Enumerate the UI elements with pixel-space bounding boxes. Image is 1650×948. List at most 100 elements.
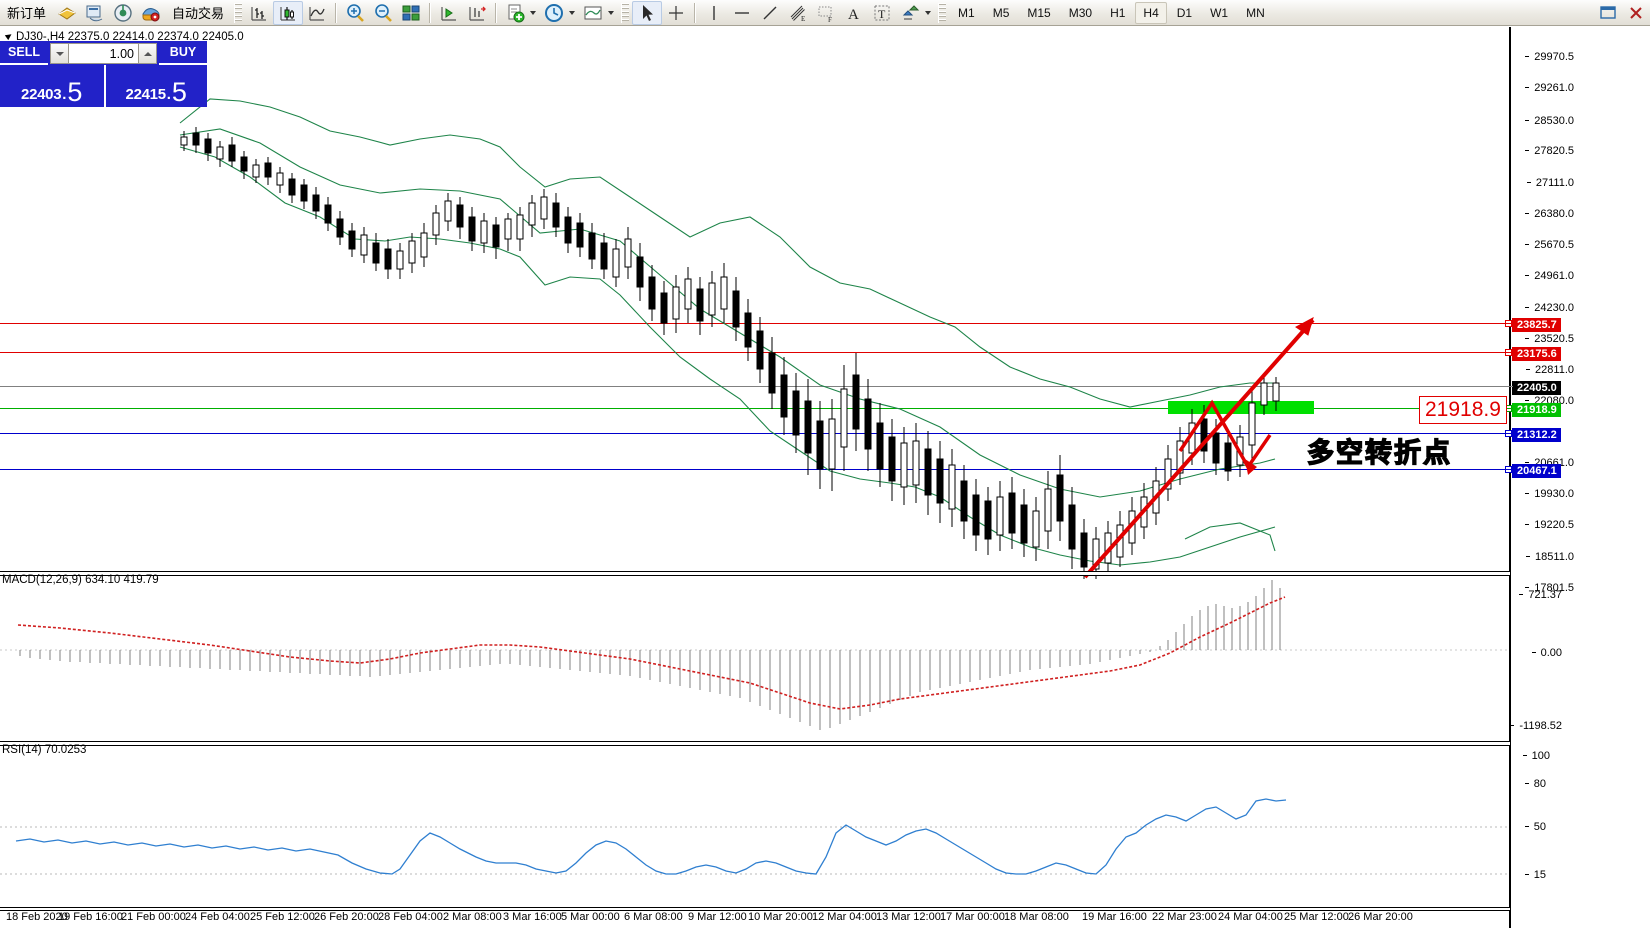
line-chart-icon[interactable] xyxy=(303,1,331,25)
timeframe-mn[interactable]: MN xyxy=(1246,5,1265,20)
zigzag-marker xyxy=(1245,459,1257,475)
toolbar-new-order-button[interactable]: 新订单 xyxy=(0,1,53,25)
time-tick: 24 Mar 04:00 xyxy=(1218,911,1283,923)
macd-histogram xyxy=(19,580,1281,730)
macd-axis: 721.37 0.00 -1198.52 xyxy=(1510,575,1650,740)
support-line-21312[interactable] xyxy=(0,433,1513,434)
price-label-support-2[interactable]: 20467.1 xyxy=(1505,464,1561,478)
buy-price-separator: . xyxy=(166,86,171,103)
price-label-last-price[interactable]: 22405.0 xyxy=(1512,381,1561,395)
price-label-text: 22405.0 xyxy=(1517,382,1557,394)
price-tick: 23520.5 xyxy=(1525,333,1574,345)
objects-icon[interactable] xyxy=(896,1,924,25)
text-icon[interactable]: A xyxy=(840,1,868,25)
templates-icon[interactable] xyxy=(579,1,607,25)
tile-windows-icon[interactable] xyxy=(397,1,425,25)
toolbar-divider-2 xyxy=(429,2,432,23)
toolbar-divider-1 xyxy=(335,2,338,23)
period-icon[interactable] xyxy=(540,1,568,25)
macd-tick: -1198.52 xyxy=(1510,720,1562,732)
chart-canvas[interactable]: DJ30-,H4 22375.0 22414.0 22374.0 22405.0… xyxy=(0,27,1650,948)
candlestick-chart-icon[interactable] xyxy=(273,0,304,25)
timeframe-d1[interactable]: D1 xyxy=(1176,5,1193,20)
navigator-icon[interactable] xyxy=(109,1,137,25)
add-indicator-icon[interactable] xyxy=(501,1,529,25)
sell-price-separator: . xyxy=(62,86,67,103)
moving-average-line xyxy=(179,128,1276,498)
candlestick-series xyxy=(180,127,1280,579)
data-window-icon[interactable] xyxy=(81,1,109,25)
one-click-trading-panel[interactable]: SELL 1.00 BUY 22403 . 5 22415 . 5 xyxy=(0,41,207,107)
fibonacci-icon[interactable]: E xyxy=(784,1,812,25)
time-tick: 24 Feb 04:00 xyxy=(185,911,250,923)
time-axis-separator xyxy=(0,907,1510,911)
crosshair-icon[interactable] xyxy=(662,1,690,25)
sell-price[interactable]: 22403 . 5 xyxy=(0,65,104,107)
macd-chart-svg xyxy=(0,580,1510,730)
chart-shift-icon[interactable] xyxy=(463,1,491,25)
pivot-line-21918[interactable] xyxy=(0,408,1513,409)
timeframe-h1[interactable]: H1 xyxy=(1110,5,1126,20)
svg-text:F: F xyxy=(828,16,832,24)
price-label-text: 23825.7 xyxy=(1517,319,1557,331)
scroll-end-icon[interactable] xyxy=(435,1,463,25)
toolbar-grip-drawing[interactable] xyxy=(621,2,630,23)
maximize-icon[interactable] xyxy=(1594,1,1622,25)
rsi-chart-svg xyxy=(0,798,1510,875)
timeframe-w1[interactable]: W1 xyxy=(1210,5,1229,20)
price-label-resistance-2[interactable]: 23175.6 xyxy=(1505,347,1561,361)
close-icon[interactable] xyxy=(1622,1,1650,25)
main-toolbar: 新订单 自动交易 xyxy=(0,0,1650,26)
volume-input[interactable]: 1.00 xyxy=(69,43,138,64)
templates-dropdown-icon[interactable] xyxy=(608,10,615,15)
volume-stepper[interactable]: 1.00 xyxy=(50,43,157,64)
toolbar-grip-charts[interactable] xyxy=(234,2,243,23)
sell-button[interactable]: SELL xyxy=(0,41,48,65)
timeframe-m15[interactable]: M15 xyxy=(1027,5,1051,20)
text-box-icon[interactable]: T xyxy=(868,1,896,25)
buy-button[interactable]: BUY xyxy=(159,41,207,65)
price-label-text: 23175.6 xyxy=(1517,348,1557,360)
price-axis[interactable]: 29970.5 29261.0 28530.0 27820.5 27111.0 … xyxy=(1505,27,1650,928)
toolbar-autotrading-button[interactable]: 自动交易 xyxy=(165,1,231,25)
timeframe-m30[interactable]: M30 xyxy=(1068,5,1093,20)
svg-text:A: A xyxy=(848,7,859,23)
buy-price-integer: 22415 xyxy=(125,86,167,103)
add-indicator-dropdown-icon[interactable] xyxy=(530,10,537,15)
trendline-icon[interactable] xyxy=(756,1,784,25)
volume-decrease-button[interactable] xyxy=(50,43,69,64)
volume-increase-button[interactable] xyxy=(138,43,157,64)
timeframe-m5[interactable]: M5 xyxy=(992,5,1010,20)
zoom-in-icon[interactable] xyxy=(341,1,369,25)
objects-dropdown-icon[interactable] xyxy=(925,10,932,15)
price-label-support-1[interactable]: 21312.2 xyxy=(1505,428,1561,442)
time-tick: 17 Mar 00:00 xyxy=(940,911,1005,923)
bar-chart-icon[interactable] xyxy=(245,1,273,25)
turning-point-annotation: 多空转折点 xyxy=(1306,437,1452,469)
price-label-resistance-1[interactable]: 23825.7 xyxy=(1505,318,1561,332)
timeframe-h4[interactable]: H4 xyxy=(1135,1,1167,24)
time-tick: 19 Feb 16:00 xyxy=(58,911,123,923)
toolbar-grip-periods[interactable] xyxy=(938,2,947,23)
cursor-icon[interactable] xyxy=(632,0,663,25)
rsi-tick: 80 xyxy=(1524,778,1546,790)
level-tag-21918[interactable]: 21918.9 xyxy=(1419,396,1507,424)
up-trend-arrow-head xyxy=(1295,317,1314,336)
buy-price[interactable]: 22415 . 5 xyxy=(103,65,208,107)
period-dropdown-icon[interactable] xyxy=(569,10,576,15)
horizontal-line-icon[interactable] xyxy=(728,1,756,25)
resistance-line-23825[interactable] xyxy=(0,323,1513,324)
zoom-out-icon[interactable] xyxy=(369,1,397,25)
text-label-icon[interactable]: F xyxy=(812,1,840,25)
time-axis[interactable]: 18 Feb 2020 19 Feb 16:00 21 Feb 00:00 24… xyxy=(0,911,1510,929)
vertical-line-icon[interactable] xyxy=(700,1,728,25)
timeframe-m1[interactable]: M1 xyxy=(958,5,975,20)
time-tick: 25 Mar 12:00 xyxy=(1284,911,1349,923)
autotrading-icon[interactable] xyxy=(137,1,165,25)
support-line-20467[interactable] xyxy=(0,469,1513,470)
autotrading-label: 自动交易 xyxy=(172,6,225,21)
price-label-pivot[interactable]: 21918.9 xyxy=(1505,403,1561,417)
expert-advisors-icon[interactable] xyxy=(53,1,81,25)
time-tick: 12 Mar 04:00 xyxy=(812,911,877,923)
bollinger-upper-band xyxy=(179,98,1275,408)
